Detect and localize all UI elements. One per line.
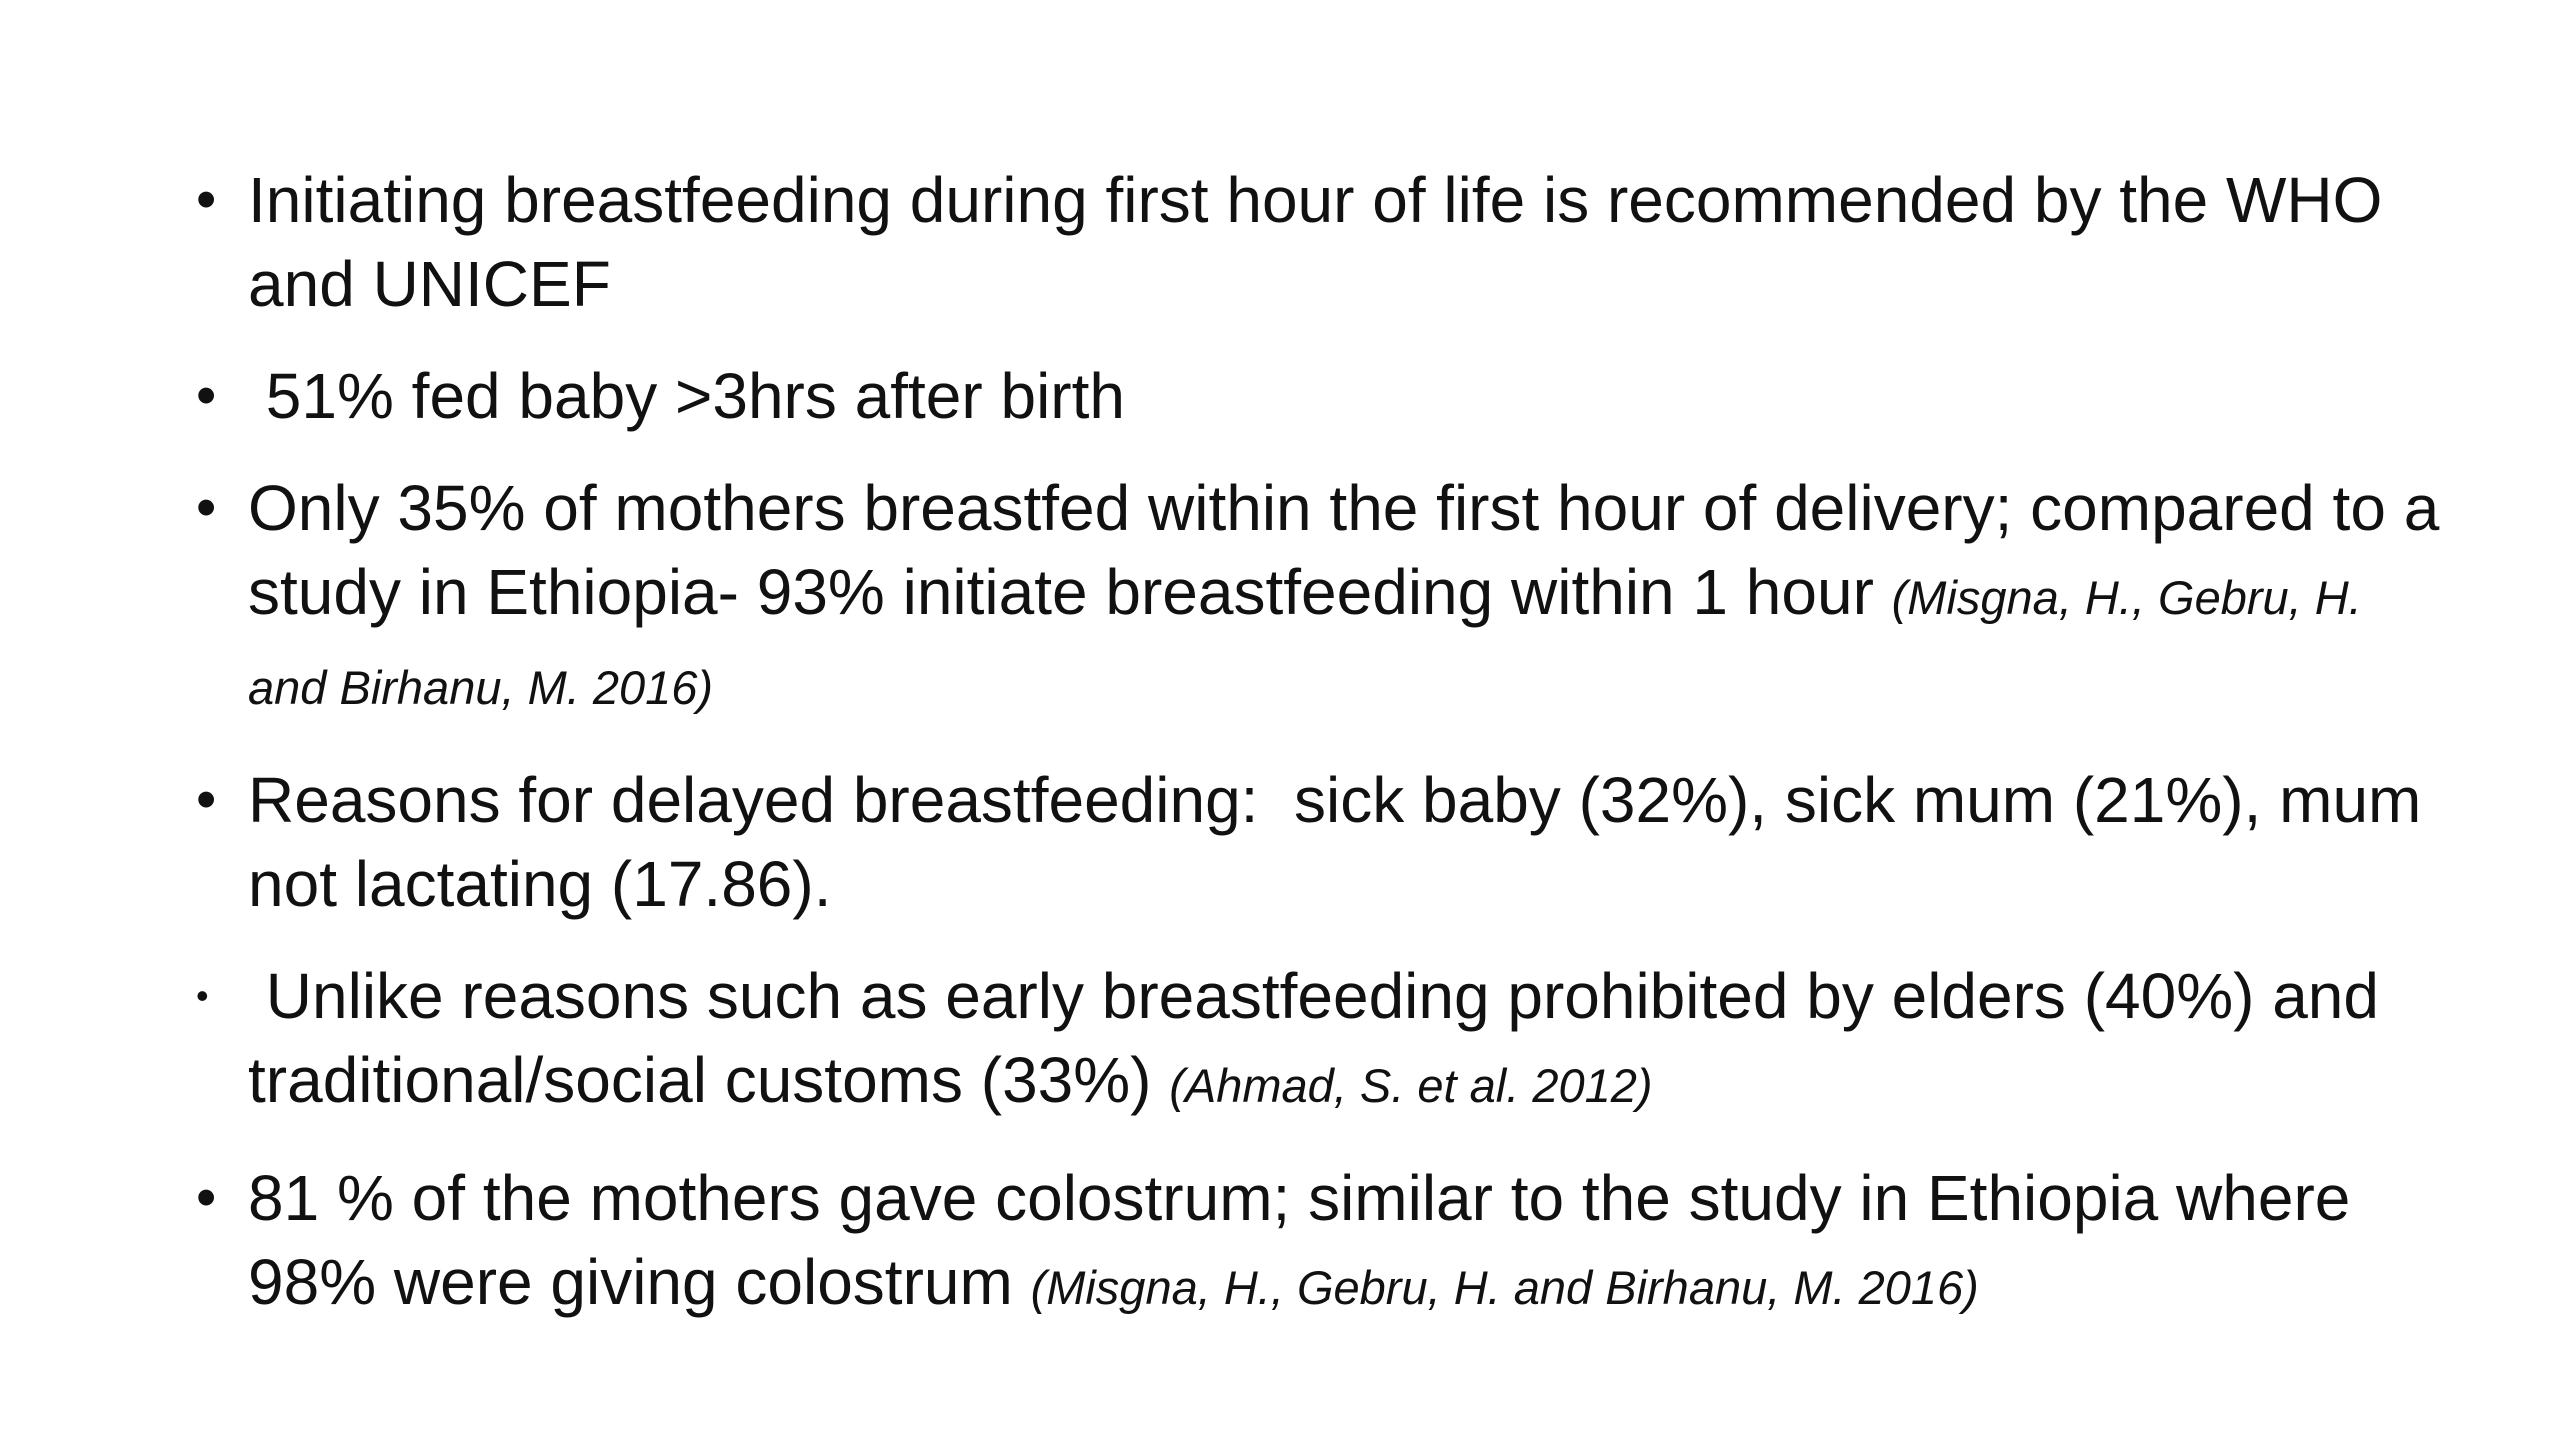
bullet-item-who-recommendation: • Initiating breastfeeding during first …	[196, 158, 2446, 326]
bullet-text: Unlike reasons such as early breastfeedi…	[248, 960, 2397, 1116]
bullet-content: 51% fed baby >3hrs after birth	[248, 354, 2446, 438]
bullet-item-unlike-reasons: • Unlike reasons such as early breastfee…	[196, 954, 2446, 1128]
bullet-content: Only 35% of mothers breastfed within the…	[248, 466, 2446, 730]
bullet-item-colostrum: • 81 % of the mothers gave colostrum; si…	[196, 1156, 2446, 1330]
bullet-text: Initiating breastfeeding during first ho…	[248, 164, 2401, 320]
bullet-text: 81 % of the mothers gave colostrum; simi…	[248, 1162, 2369, 1318]
bullet-icon: •	[196, 767, 217, 832]
bullet-icon: •	[196, 1165, 217, 1230]
bullet-icon: •	[196, 975, 209, 1016]
citation-text: (Misgna, H., Gebru, H. and Birhanu, M. 2…	[248, 571, 2375, 714]
citation-text: (Ahmad, S. et al. 2012)	[1169, 1059, 1653, 1112]
bullet-content: Reasons for delayed breastfeeding: sick …	[248, 758, 2446, 926]
citation-text: (Misgna, H., Gebru, H. and Birhanu, M. 2…	[1030, 1261, 1979, 1314]
bullet-content: Unlike reasons such as early breastfeedi…	[248, 954, 2446, 1128]
bullet-list: • Initiating breastfeeding during first …	[196, 158, 2446, 1358]
bullet-content: 81 % of the mothers gave colostrum; simi…	[248, 1156, 2446, 1330]
bullet-text: Reasons for delayed breastfeeding: sick …	[248, 764, 2440, 920]
bullet-text: Only 35% of mothers breastfed within the…	[248, 472, 2458, 628]
bullet-item-delay-reasons: • Reasons for delayed breastfeeding: sic…	[196, 758, 2446, 926]
bullet-icon: •	[196, 167, 217, 232]
bullet-text: 51% fed baby >3hrs after birth	[248, 360, 1125, 432]
bullet-icon: •	[196, 363, 217, 428]
bullet-content: Initiating breastfeeding during first ho…	[248, 158, 2446, 326]
bullet-item-35-percent-first-hour: • Only 35% of mothers breastfed within t…	[196, 466, 2446, 730]
bullet-item-51-percent-fed: • 51% fed baby >3hrs after birth	[196, 354, 2446, 438]
bullet-icon: •	[196, 475, 217, 540]
